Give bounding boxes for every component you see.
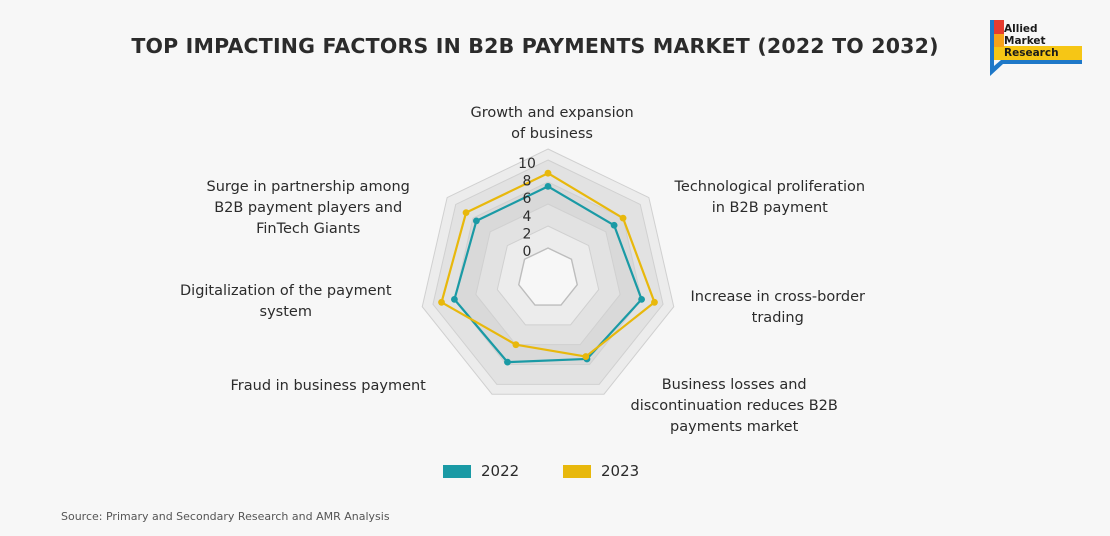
- axis-label-6: Surge in partnership among B2B payment pl…: [206, 179, 410, 237]
- data-point-2023-1: [619, 214, 627, 222]
- radar-ticks: 0 24 68 10: [518, 156, 536, 260]
- logo-text-line-1: Allied: [1004, 23, 1038, 35]
- logo-text-line-3: Research: [1004, 47, 1059, 59]
- axis-label-4: Fraud in business payment: [230, 378, 426, 394]
- legend-label-2023: 2023: [601, 462, 640, 480]
- tick-label-8: 8: [523, 174, 532, 190]
- tick-label-4: 4: [523, 209, 532, 225]
- data-point-2022-5: [451, 295, 458, 303]
- axis-label-3: Business losses and discontinuation reduc…: [630, 377, 838, 435]
- legend-swatch-2022: [443, 465, 471, 478]
- axis-label-0: Growth and expansion of business: [470, 105, 634, 142]
- data-point-2023-3: [582, 353, 590, 360]
- source-note: Source: Primary and Secondary Research a…: [61, 510, 390, 523]
- radar-series: [438, 169, 658, 366]
- data-point-2022-6: [472, 217, 480, 225]
- data-point-2022-0: [544, 183, 552, 190]
- axis-label-1: Technological proliferation in B2B paymen…: [674, 179, 866, 216]
- data-point-2023-2: [651, 298, 658, 306]
- legend-label-2022: 2022: [481, 462, 520, 480]
- data-point-2023-4: [512, 341, 520, 349]
- data-point-2022-2: [638, 295, 645, 303]
- tick-label-6: 6: [523, 191, 532, 207]
- company-logo: Allied Market Research: [990, 20, 1090, 76]
- series-line-2023: [440, 172, 656, 358]
- axis-label-5: Digitalization of the payment system: [180, 283, 392, 320]
- data-point-2023-5: [438, 298, 445, 306]
- logo-text-line-2: Market: [1004, 35, 1046, 47]
- logo-mark-icon: [990, 20, 1082, 76]
- legend-swatch-2023: [563, 465, 591, 478]
- series-line-2022: [453, 185, 643, 364]
- grid-ring-5: [517, 247, 579, 306]
- data-point-2022-4: [504, 358, 511, 366]
- data-point-2023-6: [462, 209, 470, 217]
- tick-label-10: 10: [518, 156, 536, 172]
- chart-title: TOP IMPACTING FACTORS IN B2B PAYMENTS MA…: [131, 34, 939, 58]
- axis-label-2: Increase in cross-border trading: [690, 289, 866, 326]
- data-point-2023-0: [544, 169, 552, 177]
- tick-label-2: 2: [523, 226, 532, 242]
- data-point-2022-1: [610, 221, 618, 229]
- tick-label-0: 0: [523, 244, 532, 260]
